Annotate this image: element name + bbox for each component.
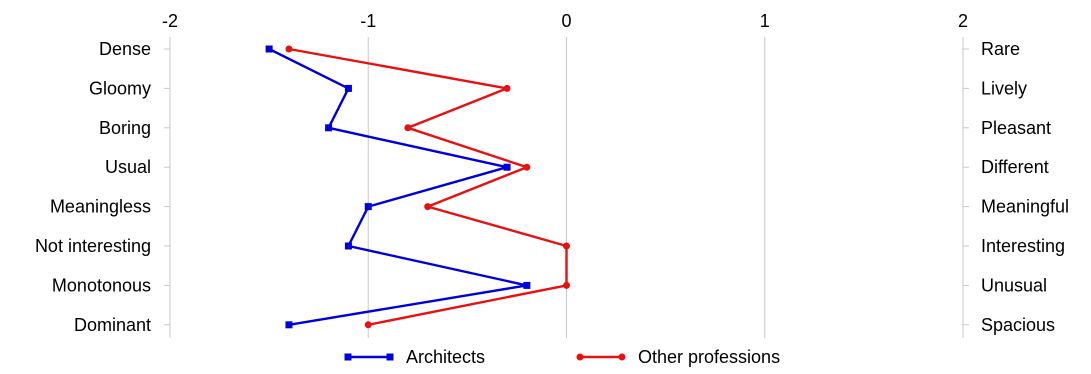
right-category-label: Different: [981, 157, 1049, 177]
left-category-label: Gloomy: [89, 78, 151, 98]
data-point: [265, 45, 273, 53]
legend-label: Architects: [406, 347, 485, 367]
legend-label: Other professions: [638, 347, 780, 367]
data-point: [364, 203, 372, 211]
left-category-labels: Dense Gloomy Boring Usual Meaningless Not int…: [35, 39, 151, 335]
right-category-labels: Rare Lively Pleasant Different Meaningful Int…: [981, 39, 1069, 335]
data-point: [344, 242, 352, 250]
x-tick-label: -2: [162, 11, 178, 31]
right-category-label: Interesting: [981, 236, 1065, 256]
right-category-label: Meaningful: [981, 197, 1069, 217]
data-point: [503, 84, 511, 92]
left-category-label: Dense: [99, 39, 151, 59]
data-point: [285, 321, 293, 329]
right-category-label: Pleasant: [981, 118, 1051, 138]
left-category-label: Usual: [105, 157, 151, 177]
data-point: [523, 281, 531, 289]
legend-marker: [576, 353, 584, 361]
right-category-label: Unusual: [981, 275, 1047, 295]
x-tick-label: 1: [760, 11, 770, 31]
legend: Architects Other professions: [344, 347, 780, 367]
x-tick-label: 2: [958, 11, 968, 31]
series-architects: [265, 45, 531, 329]
series-lines: [265, 45, 570, 329]
legend-item: Architects: [344, 347, 485, 367]
x-axis-ticks: -2 -1 0 1 2: [162, 11, 968, 31]
legend-item: Other professions: [576, 347, 780, 367]
data-point: [503, 163, 511, 171]
data-point: [404, 124, 412, 132]
data-point: [344, 84, 352, 92]
x-tick-label: -1: [360, 11, 376, 31]
right-category-label: Lively: [981, 78, 1027, 98]
legend-marker: [386, 353, 394, 361]
left-category-label: Meaningless: [50, 197, 151, 217]
data-point: [424, 203, 432, 211]
data-point: [563, 281, 570, 289]
x-tick-label: 0: [561, 11, 571, 31]
series-line: [288, 47, 568, 326]
left-category-label: Not interesting: [35, 236, 151, 256]
left-category-label: Boring: [99, 118, 151, 138]
legend-marker: [618, 353, 626, 361]
data-point: [563, 242, 570, 250]
series-line: [268, 47, 529, 326]
data-point: [285, 45, 293, 53]
left-category-label: Dominant: [74, 315, 151, 335]
series-other-professions: [285, 45, 570, 329]
data-point: [364, 321, 372, 329]
grid: [164, 37, 969, 338]
legend-marker: [344, 353, 352, 361]
left-category-label: Monotonous: [52, 275, 151, 295]
right-category-label: Rare: [981, 39, 1020, 59]
data-point: [325, 124, 333, 132]
right-category-label: Spacious: [981, 315, 1055, 335]
data-point: [523, 163, 531, 171]
